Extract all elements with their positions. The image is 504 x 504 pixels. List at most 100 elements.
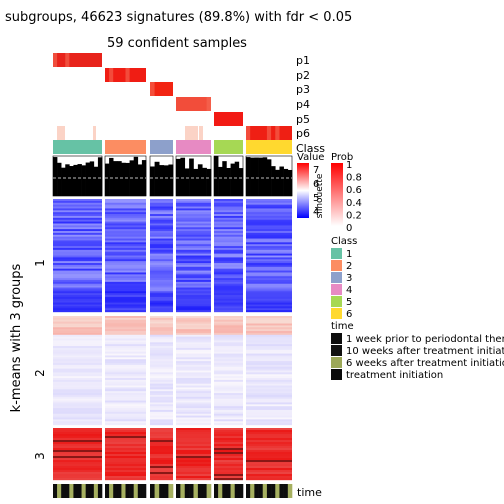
silhouette-bar xyxy=(283,168,289,196)
heatmap-row xyxy=(246,287,292,290)
heatmap-row xyxy=(105,281,146,284)
heatmap-row xyxy=(214,413,243,416)
heatmap-row xyxy=(150,304,173,307)
heatmap-row xyxy=(176,264,211,267)
heatmap-row xyxy=(105,338,146,341)
heatmap-row xyxy=(53,202,102,205)
heatmap-row xyxy=(246,281,292,284)
heatmap-row xyxy=(176,274,211,277)
class-legend-label-4: 4 xyxy=(346,285,352,296)
heatmap-row xyxy=(53,246,102,249)
heatmap-row xyxy=(150,272,173,275)
heatmap-row xyxy=(214,238,243,241)
heatmap-row xyxy=(176,393,211,396)
heatmap-row xyxy=(176,381,211,384)
heatmap-row xyxy=(105,389,146,392)
heatmap-row xyxy=(176,261,211,264)
heatmap-row xyxy=(176,253,211,256)
heatmap-row xyxy=(105,336,146,339)
heatmap-row xyxy=(176,281,211,284)
heatmap-row xyxy=(53,353,102,356)
class-legend-label-1: 1 xyxy=(346,249,352,260)
heatmap-row xyxy=(246,344,292,347)
heatmap-row xyxy=(150,359,173,362)
heatmap-row xyxy=(246,298,292,301)
heatmap-row xyxy=(246,466,292,469)
heatmap-row xyxy=(150,221,173,224)
heatmap-row xyxy=(176,259,211,262)
heatmap-row xyxy=(150,394,173,398)
value-legend-tick-7: 7 xyxy=(313,165,319,176)
heatmap-row xyxy=(246,394,292,398)
heatmap-row xyxy=(53,234,102,237)
heatmap-row xyxy=(53,450,102,453)
heatmap-row xyxy=(53,396,102,399)
heatmap-row xyxy=(214,472,243,475)
heatmap-row xyxy=(53,478,102,481)
heatmap-row xyxy=(214,423,243,426)
time-cell xyxy=(222,484,227,498)
heatmap-row xyxy=(214,291,243,294)
heatmap-row xyxy=(214,362,243,366)
heatmap-row xyxy=(246,253,292,256)
heatmap-row xyxy=(105,472,146,475)
heatmap-row xyxy=(176,249,211,252)
value-legend-title: Value xyxy=(297,152,324,163)
heatmap-row xyxy=(246,381,292,384)
heatmap-row xyxy=(105,334,146,337)
prob-legend-tick-4: 0.2 xyxy=(346,210,362,221)
heatmap-row xyxy=(214,366,243,369)
heatmap-row xyxy=(150,450,173,453)
heatmap-row xyxy=(53,379,102,382)
heatmap-row xyxy=(105,368,146,371)
heatmap-row xyxy=(176,225,211,228)
heatmap-row xyxy=(176,417,211,420)
class-legend-swatch-3 xyxy=(331,272,342,283)
heatmap-row xyxy=(214,340,243,343)
time-cell xyxy=(77,484,82,498)
heatmap-row xyxy=(150,263,173,266)
heatmap-row xyxy=(150,298,173,301)
heatmap-row xyxy=(176,291,211,294)
heatmap-row xyxy=(176,247,211,251)
silhouette-bar xyxy=(150,166,155,196)
heatmap-row xyxy=(53,240,102,243)
time-cell xyxy=(61,484,66,498)
heatmap-row xyxy=(214,276,243,279)
heatmap-row xyxy=(176,434,211,437)
heatmap-row xyxy=(214,331,243,334)
heatmap-row xyxy=(176,338,211,341)
heatmap-row xyxy=(53,444,102,447)
heatmap-row xyxy=(105,257,146,260)
heatmap-row xyxy=(105,238,146,241)
heatmap-row xyxy=(214,264,243,267)
heatmap-row xyxy=(214,374,243,377)
heatmap-row xyxy=(214,268,243,271)
heatmap-row xyxy=(214,310,243,313)
heatmap-row xyxy=(246,317,292,320)
heatmap-row xyxy=(150,400,173,403)
heatmap-row xyxy=(246,296,292,300)
heatmap-row xyxy=(53,446,102,449)
heatmap-row xyxy=(150,448,173,451)
heatmap-row xyxy=(176,376,211,379)
heatmap-row xyxy=(176,383,211,386)
heatmap-row xyxy=(105,458,146,461)
heatmap-row xyxy=(105,423,146,426)
heatmap-row xyxy=(246,458,292,461)
heatmap-row xyxy=(150,204,173,207)
heatmap-row xyxy=(176,460,211,463)
heatmap-row xyxy=(246,306,292,309)
heatmap-row xyxy=(214,450,243,453)
heatmap-row xyxy=(53,336,102,339)
heatmap-row xyxy=(246,462,292,465)
heatmap-row xyxy=(214,421,243,424)
heatmap-row xyxy=(53,472,102,475)
heatmap-row xyxy=(105,355,146,358)
heatmap-row xyxy=(176,319,211,322)
heatmap-row xyxy=(150,202,173,205)
time-cell xyxy=(275,484,280,498)
heatmap-row xyxy=(150,474,173,477)
heatmap-row xyxy=(150,372,173,375)
heatmap-row xyxy=(150,415,173,418)
